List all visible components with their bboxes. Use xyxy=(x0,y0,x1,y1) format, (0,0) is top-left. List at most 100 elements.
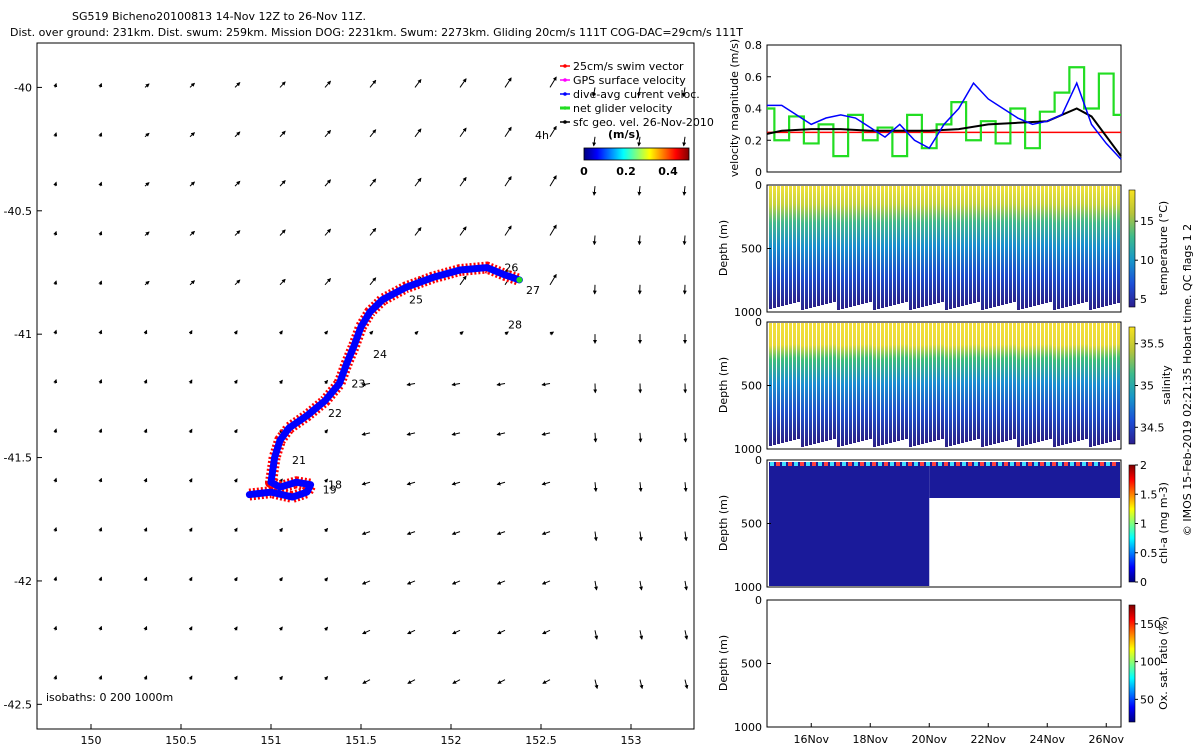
profile-column xyxy=(833,323,836,439)
depth-tick-label: 0 xyxy=(755,454,762,467)
chl-surface-sample xyxy=(824,462,828,466)
profile-column xyxy=(769,186,772,309)
day-label: 24 xyxy=(373,348,387,361)
chl-surface-sample xyxy=(1064,462,1068,466)
profile-column xyxy=(809,323,812,445)
profile-column xyxy=(849,323,852,444)
profile-column xyxy=(1089,323,1092,447)
velocity-ytick-label: 0 xyxy=(755,166,762,179)
profile-column xyxy=(797,323,800,439)
profile-column xyxy=(785,186,788,305)
profile-column xyxy=(949,323,952,446)
profile-column xyxy=(1021,186,1024,309)
profile-column xyxy=(793,186,796,303)
chl-surface-sample xyxy=(872,462,876,466)
time-tick-label: 16Nov xyxy=(794,733,830,746)
chl-surface-sample xyxy=(1022,462,1026,466)
profile-column xyxy=(937,323,940,440)
temperature-colorbar-label: temperature (°C) xyxy=(1157,201,1170,295)
profile-column xyxy=(781,186,784,306)
chl-surface-sample xyxy=(908,462,912,466)
chl-surface-sample xyxy=(782,462,786,466)
chl-surface-sample xyxy=(974,462,978,466)
profile-column xyxy=(925,323,928,443)
speed-colorbar-tick: 0.2 xyxy=(616,165,636,178)
profile-column xyxy=(893,186,896,305)
day-label: 28 xyxy=(508,318,522,331)
profile-column xyxy=(1093,323,1096,446)
geo-velocity-arrow xyxy=(640,433,641,442)
profile-column xyxy=(941,186,944,302)
profile-column xyxy=(1045,186,1048,303)
profile-column xyxy=(825,186,828,304)
legend-label: 25cm/s swim vector xyxy=(573,60,684,73)
profile-column xyxy=(897,186,900,304)
profile-column xyxy=(1049,186,1052,302)
colorbar-tick-label: 34.5 xyxy=(1140,421,1165,434)
profile-column xyxy=(981,186,984,310)
chl-shallow-profiles xyxy=(929,462,1120,498)
time-tick-label: 20Nov xyxy=(912,733,948,746)
profile-column xyxy=(961,323,964,443)
profile-column xyxy=(897,323,900,441)
profile-column xyxy=(1001,186,1004,305)
chl-surface-sample xyxy=(1040,462,1044,466)
colorbar-tick-label: 10 xyxy=(1140,254,1154,267)
colorbar-tick-label: 1.5 xyxy=(1140,488,1158,501)
profile-column xyxy=(913,323,916,446)
oxygen-axes-frame xyxy=(767,600,1121,727)
profile-column xyxy=(1037,323,1040,442)
time-tick-label: 24Nov xyxy=(1030,733,1066,746)
day-label: 27 xyxy=(526,284,540,297)
profile-column xyxy=(1033,186,1036,306)
profile-column xyxy=(1009,323,1012,440)
day-label: 22 xyxy=(328,407,342,420)
temperature-ylabel: Depth (m) xyxy=(717,220,730,276)
profile-column xyxy=(957,323,960,444)
time-tick-label: 22Nov xyxy=(971,733,1007,746)
profile-column xyxy=(881,186,884,308)
colorbar-tick-label: 1 xyxy=(1140,518,1147,531)
chl-surface-sample xyxy=(770,462,774,466)
legend-marker xyxy=(563,106,567,110)
colorbar-tick-label: 5 xyxy=(1140,293,1147,306)
profile-column xyxy=(1093,186,1096,309)
chl-surface-sample xyxy=(1016,462,1020,466)
profile-column xyxy=(1097,323,1100,445)
chl-surface-sample xyxy=(866,462,870,466)
credit-text: © IMOS 15-Feb-2019 02:21:35 Hobart time.… xyxy=(1181,224,1194,536)
speed-colorbar-tick: 0.4 xyxy=(658,165,678,178)
profile-column xyxy=(997,323,1000,443)
profile-column xyxy=(965,186,968,305)
salinity-colorbar xyxy=(1129,327,1135,444)
profile-column xyxy=(1053,186,1056,310)
chl-surface-sample xyxy=(938,462,942,466)
temperature-colorbar xyxy=(1129,190,1135,307)
profile-column xyxy=(929,323,932,442)
depth-tick-label: 500 xyxy=(741,658,762,671)
profile-column xyxy=(989,323,992,445)
chl-surface-sample xyxy=(776,462,780,466)
profile-column xyxy=(1113,186,1116,304)
chl-surface-sample xyxy=(1058,462,1062,466)
profile-column xyxy=(1081,323,1084,440)
colorbar-tick-label: 35 xyxy=(1140,380,1154,393)
profile-column xyxy=(889,186,892,306)
profile-column xyxy=(917,323,920,445)
profile-column xyxy=(813,186,816,307)
map-xtick-label: 150.5 xyxy=(165,734,197,747)
map-ytick-label: -40 xyxy=(14,81,32,94)
time-tick-label: 26Nov xyxy=(1089,733,1125,746)
velocity-ytick-label: 0.8 xyxy=(745,39,763,52)
chl-surface-sample xyxy=(860,462,864,466)
profile-column xyxy=(961,186,964,306)
velocity-ytick-label: 0.2 xyxy=(745,134,763,147)
colorbar-tick-label: 50 xyxy=(1140,693,1154,706)
profile-column xyxy=(1057,323,1060,446)
profile-column xyxy=(809,186,812,308)
profile-column xyxy=(805,186,808,309)
profile-column xyxy=(1109,323,1112,442)
